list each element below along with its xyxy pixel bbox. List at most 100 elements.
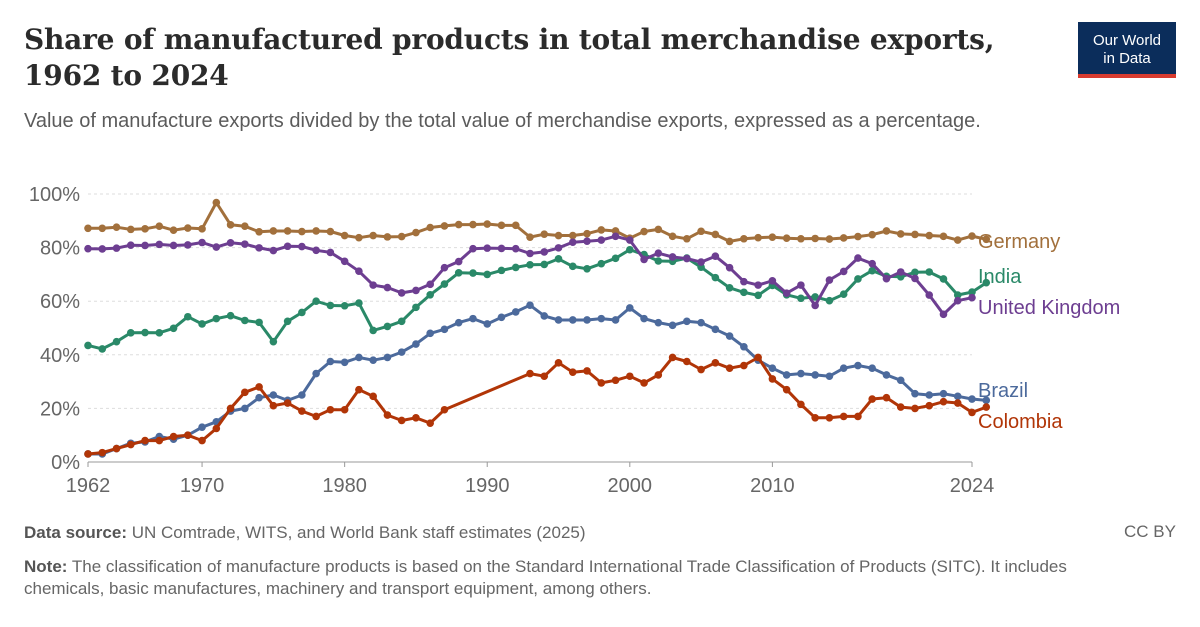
data-point xyxy=(198,436,206,445)
data-point xyxy=(683,254,691,263)
data-point xyxy=(540,260,549,269)
data-point xyxy=(383,283,392,292)
data-point xyxy=(782,385,791,394)
data-point xyxy=(626,304,634,312)
x-tick-label: 2000 xyxy=(608,475,653,497)
data-point xyxy=(583,316,591,324)
data-point xyxy=(882,393,891,402)
data-point xyxy=(340,257,349,266)
data-point xyxy=(298,242,306,251)
y-tick-label: 80% xyxy=(40,238,80,260)
data-point xyxy=(454,268,463,277)
data-point xyxy=(511,308,520,316)
data-point xyxy=(426,329,434,338)
data-point xyxy=(283,399,292,407)
data-point xyxy=(925,391,934,399)
data-point xyxy=(640,255,648,264)
data-point xyxy=(184,312,192,321)
data-point xyxy=(811,301,819,310)
data-point xyxy=(968,232,976,240)
data-point xyxy=(369,392,377,401)
data-point xyxy=(383,322,392,331)
logo-line-2: in Data xyxy=(1103,50,1151,67)
data-point xyxy=(241,316,249,325)
owid-logo[interactable]: Our World in Data xyxy=(1078,22,1176,78)
chart-subtitle: Value of manufacture exports divided by … xyxy=(24,110,981,132)
data-point xyxy=(369,231,377,240)
data-point xyxy=(668,353,677,362)
data-point xyxy=(911,389,919,398)
data-point xyxy=(626,372,634,381)
data-point xyxy=(568,368,577,377)
data-point xyxy=(112,337,121,346)
data-point xyxy=(483,244,492,252)
data-point xyxy=(198,225,206,233)
source-text[interactable]: UN Comtrade, WITS, and World Bank staff … xyxy=(131,523,586,542)
data-point xyxy=(184,241,192,249)
data-point xyxy=(896,230,905,238)
data-point xyxy=(797,294,805,303)
data-point xyxy=(768,277,777,285)
data-point xyxy=(212,198,221,207)
series-label: Germany xyxy=(978,231,1060,253)
data-point xyxy=(511,244,520,253)
data-point xyxy=(469,220,477,229)
data-point xyxy=(925,291,934,299)
x-tick-label: 2024 xyxy=(950,475,995,497)
y-tick-label: 60% xyxy=(40,291,80,313)
data-point xyxy=(896,376,905,385)
data-point xyxy=(839,234,848,242)
data-point xyxy=(868,364,876,373)
data-point xyxy=(583,264,591,273)
data-point xyxy=(711,325,720,334)
data-point xyxy=(355,267,363,275)
data-point xyxy=(754,291,762,300)
chart-title-line-2: 1962 to 2024 xyxy=(24,59,229,92)
data-point xyxy=(298,308,306,317)
data-point xyxy=(939,389,948,398)
x-tick-label: 1970 xyxy=(180,475,225,497)
data-point xyxy=(312,369,320,378)
data-point xyxy=(269,246,278,255)
y-tick-label: 20% xyxy=(40,398,80,420)
data-point xyxy=(540,248,549,256)
data-point xyxy=(911,274,919,283)
data-point xyxy=(497,266,506,275)
data-point xyxy=(98,448,107,457)
data-point xyxy=(568,238,577,247)
data-point xyxy=(312,246,320,255)
data-point xyxy=(911,230,919,239)
data-point xyxy=(84,341,92,350)
data-point xyxy=(141,328,149,337)
data-point xyxy=(98,224,107,233)
data-point xyxy=(169,432,178,441)
data-point xyxy=(825,235,834,243)
series-label: Brazil xyxy=(978,380,1028,402)
series-line xyxy=(86,356,988,456)
data-point xyxy=(355,353,363,362)
data-point xyxy=(583,237,591,245)
data-point xyxy=(283,242,292,251)
x-tick-label: 1980 xyxy=(322,475,367,497)
data-point xyxy=(668,321,677,330)
data-point xyxy=(882,227,891,235)
data-point xyxy=(725,263,734,272)
data-point xyxy=(911,268,919,277)
data-point xyxy=(825,413,834,422)
data-point xyxy=(355,299,363,307)
data-point xyxy=(440,263,449,272)
data-point xyxy=(968,408,976,417)
data-point xyxy=(597,259,606,268)
data-point xyxy=(241,388,249,397)
data-point xyxy=(740,361,748,370)
data-point xyxy=(854,412,862,421)
data-point xyxy=(426,280,434,289)
data-point xyxy=(968,395,976,403)
data-point xyxy=(526,249,534,258)
series-line xyxy=(86,248,988,351)
license-label[interactable]: CC BY xyxy=(1124,522,1176,541)
data-point xyxy=(711,273,720,282)
series-label: Colombia xyxy=(978,411,1063,433)
x-tick-label: 1990 xyxy=(465,475,510,497)
